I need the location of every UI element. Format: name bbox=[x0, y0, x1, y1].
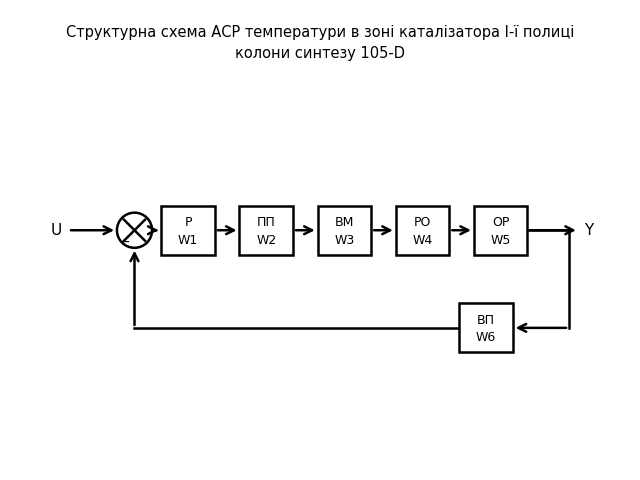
Text: W6: W6 bbox=[476, 331, 496, 344]
Text: Структурна схема АСР температури в зоні каталізатора І-ї полиці
колони синтезу 1: Структурна схема АСР температури в зоні … bbox=[66, 25, 574, 61]
Text: W4: W4 bbox=[412, 233, 433, 247]
Text: Y: Y bbox=[584, 223, 593, 238]
Bar bbox=[239, 206, 293, 255]
Text: ВМ: ВМ bbox=[335, 216, 354, 229]
Text: W5: W5 bbox=[490, 233, 511, 247]
Text: W3: W3 bbox=[334, 233, 355, 247]
Text: ПП: ПП bbox=[257, 216, 276, 229]
Text: U: U bbox=[51, 223, 62, 238]
Text: РО: РО bbox=[414, 216, 431, 229]
Text: W1: W1 bbox=[178, 233, 198, 247]
Text: −: − bbox=[119, 235, 131, 249]
Text: W2: W2 bbox=[256, 233, 276, 247]
Bar bbox=[396, 206, 449, 255]
Bar bbox=[474, 206, 527, 255]
Text: ОР: ОР bbox=[492, 216, 509, 229]
Bar bbox=[317, 206, 371, 255]
Circle shape bbox=[117, 213, 152, 248]
Text: ВП: ВП bbox=[477, 313, 495, 326]
Bar bbox=[161, 206, 215, 255]
Text: Р: Р bbox=[184, 216, 192, 229]
Bar bbox=[459, 303, 513, 352]
